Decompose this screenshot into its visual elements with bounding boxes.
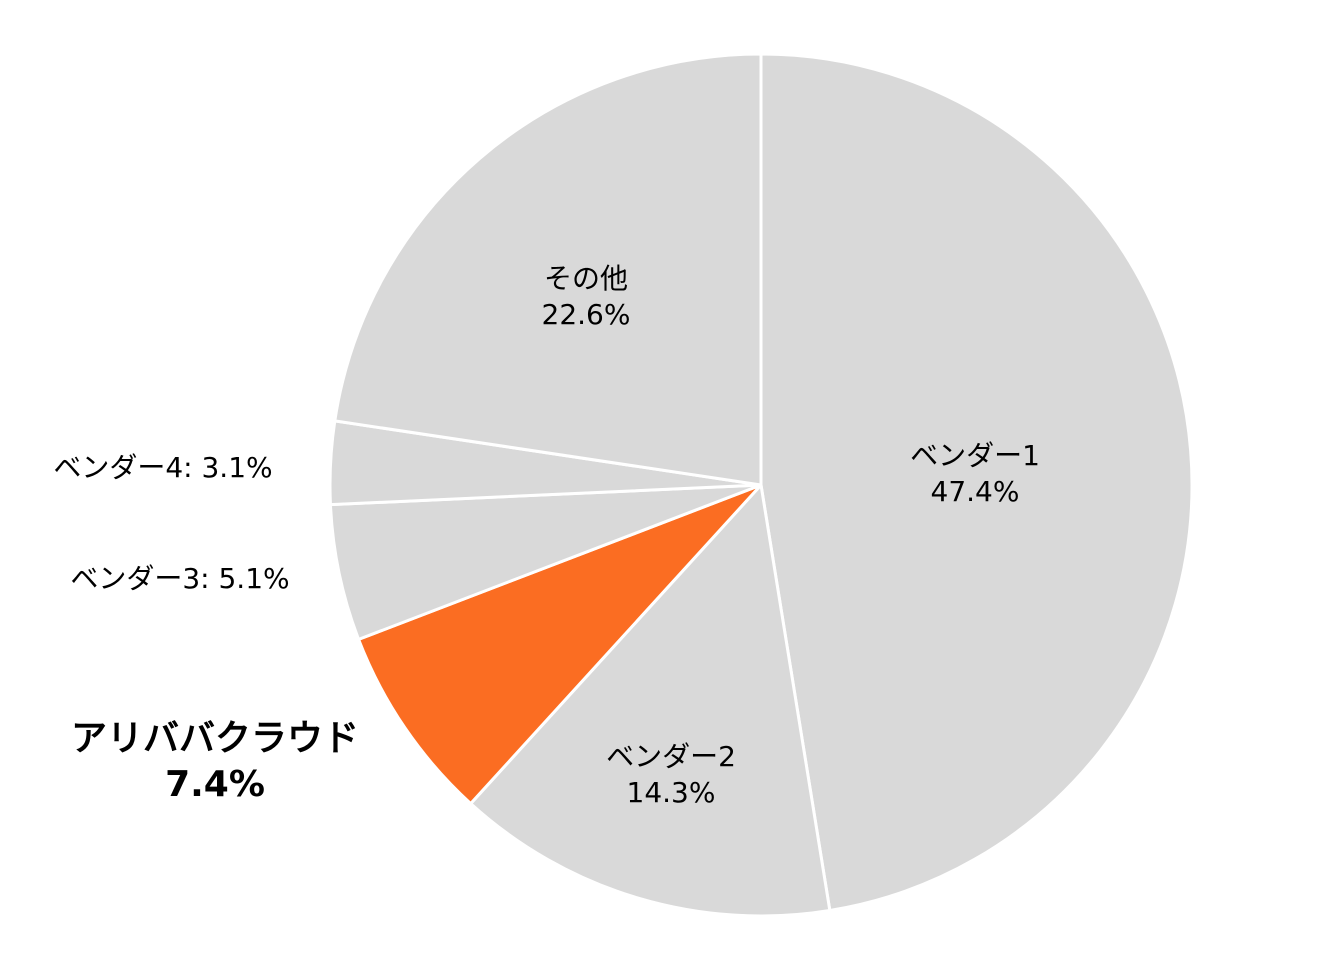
pie-slice-1 xyxy=(759,52,1194,912)
pie-slice-6 xyxy=(333,52,763,487)
slice-name-label-3: アリババクラウド xyxy=(71,718,359,759)
slice-value-label-6: 22.6% xyxy=(542,298,631,331)
slice-value-label-2: 14.3% xyxy=(627,776,716,809)
slice-value-label-1: 47.4% xyxy=(931,475,1020,508)
slice-label-4: ベンダー3: 5.1% xyxy=(70,562,289,595)
pie-slice-3 xyxy=(357,483,763,806)
slice-value-label-3: 7.4% xyxy=(165,764,265,805)
slice-name-label-1: ベンダー1 xyxy=(910,439,1040,472)
pie-slice-2 xyxy=(469,483,832,918)
slice-label-5: ベンダー4: 3.1% xyxy=(53,451,272,484)
slice-name-label-2: ベンダー2 xyxy=(606,740,736,773)
pie-slices xyxy=(328,52,1194,918)
slice-name-label-6: その他 xyxy=(544,262,628,295)
